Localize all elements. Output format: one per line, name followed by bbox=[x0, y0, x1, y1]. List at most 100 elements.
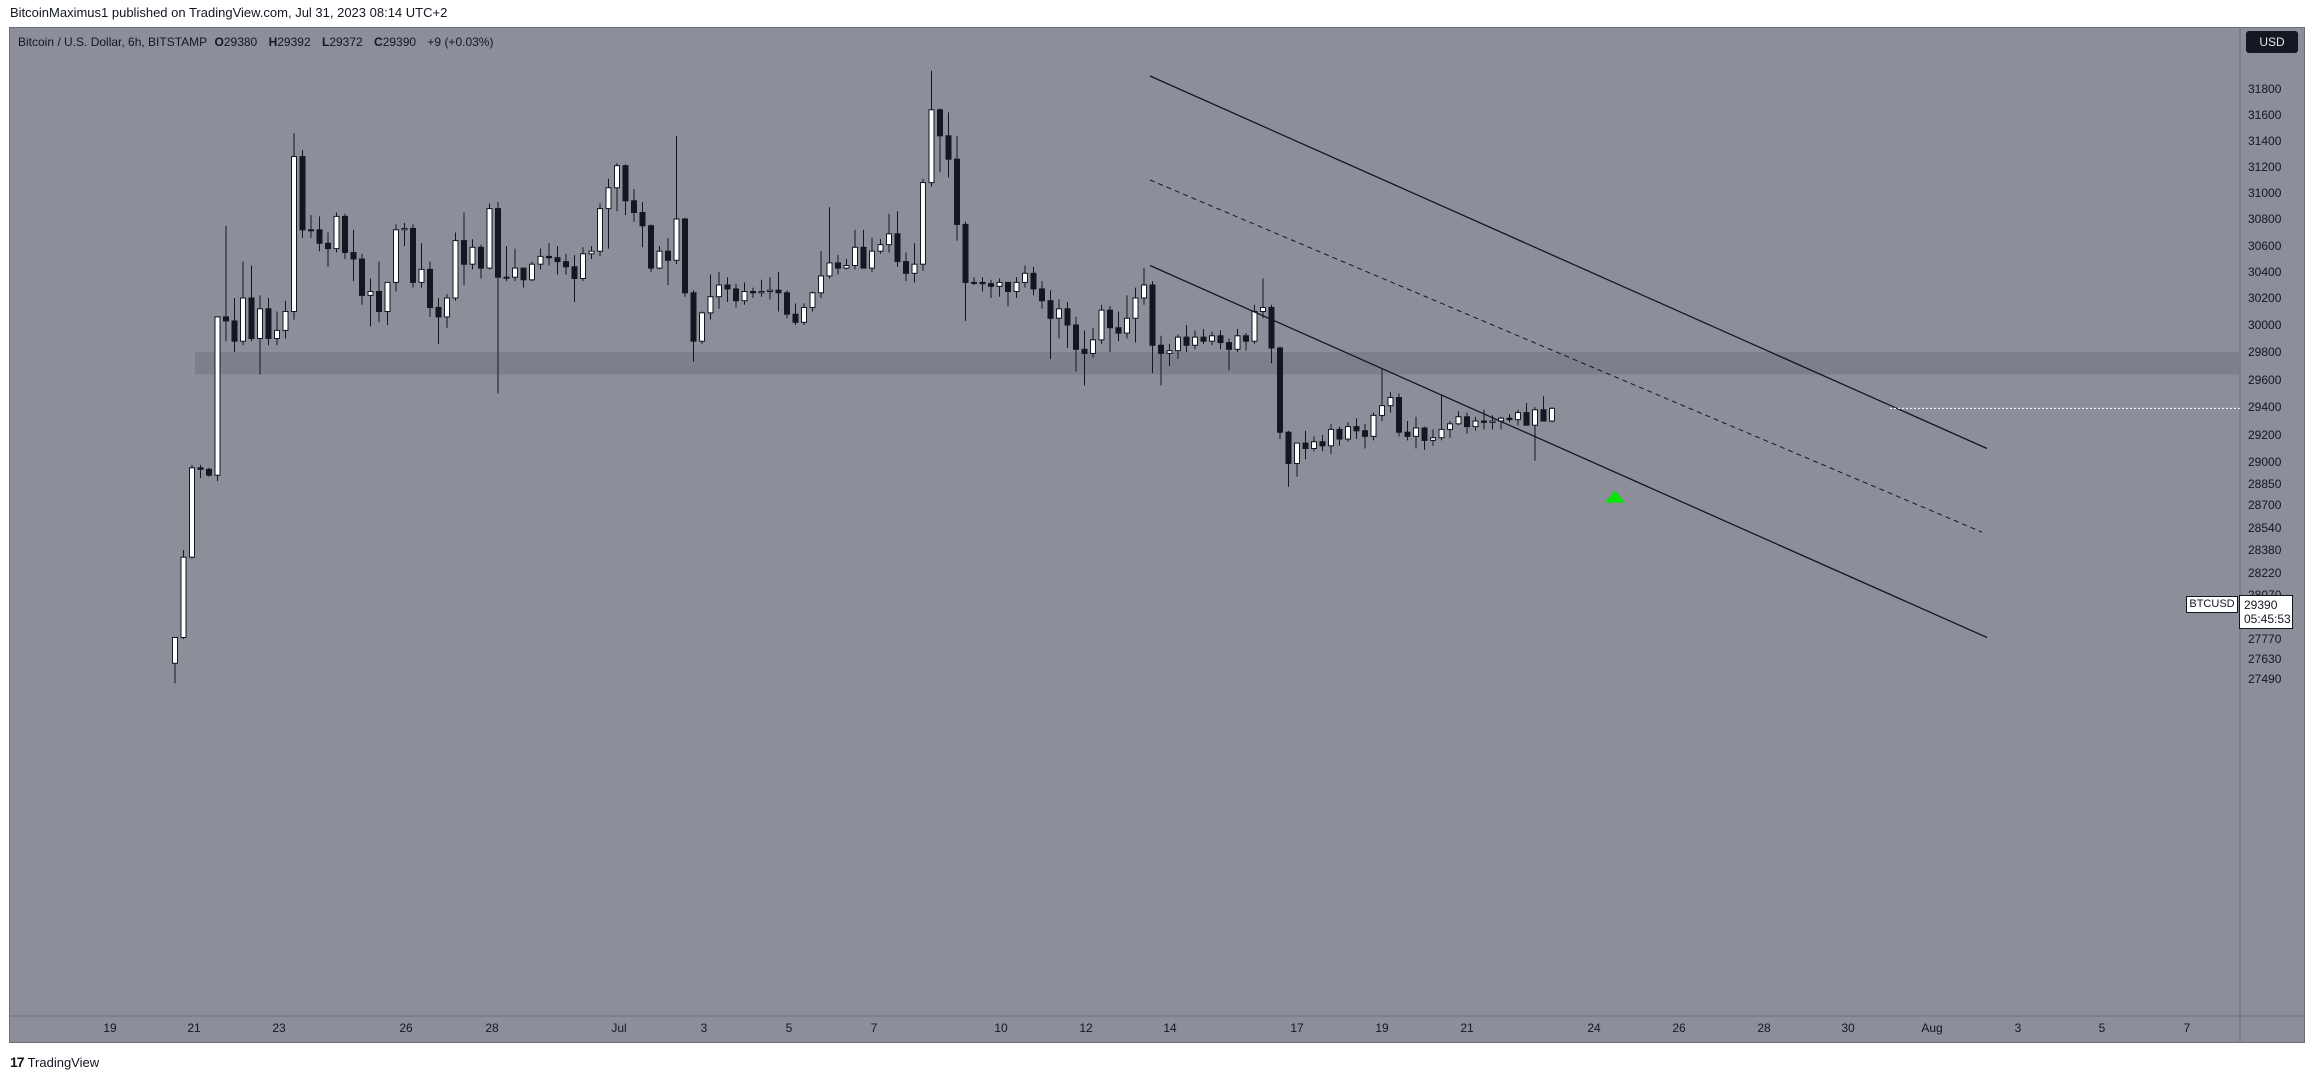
candle-down bbox=[750, 291, 756, 294]
candle-up bbox=[843, 265, 850, 269]
candle-up bbox=[418, 268, 425, 283]
price-tick-label: 29200 bbox=[2248, 428, 2282, 442]
time-tick-label: 19 bbox=[103, 1021, 117, 1035]
time-tick-label: 3 bbox=[2015, 1021, 2022, 1035]
candle-up bbox=[1387, 397, 1394, 407]
candle-down bbox=[435, 306, 442, 318]
price-tick-label: 31000 bbox=[2248, 186, 2282, 200]
candle-down bbox=[648, 225, 654, 269]
candle-up bbox=[580, 253, 586, 280]
candle-down bbox=[1047, 300, 1054, 319]
candle-down bbox=[410, 227, 416, 283]
ohlc-close-label: C bbox=[374, 35, 383, 49]
candle-up bbox=[1455, 416, 1462, 425]
tradingview-brand: TradingView bbox=[27, 1054, 100, 1070]
ohlc-high-label: H bbox=[268, 35, 278, 49]
candle-down bbox=[461, 240, 467, 265]
candle-up bbox=[911, 263, 918, 274]
tradingview-logo[interactable]: 17 TradingView bbox=[10, 1054, 99, 1070]
candle-down bbox=[554, 257, 561, 263]
time-tick-label: Aug bbox=[1921, 1021, 1942, 1035]
candle-up bbox=[886, 233, 892, 246]
candle-up bbox=[469, 246, 476, 265]
currency-button[interactable]: USD bbox=[2246, 31, 2298, 53]
price-tick-label: 28700 bbox=[2248, 498, 2282, 512]
candle-down bbox=[520, 267, 527, 281]
candle-down bbox=[860, 246, 867, 269]
candle-down bbox=[325, 242, 331, 250]
ohlc-low: L29372 bbox=[322, 35, 367, 49]
time-tick-label: 12 bbox=[1079, 1021, 1093, 1035]
time-tick-label: 28 bbox=[1757, 1021, 1771, 1035]
candle-down bbox=[265, 308, 272, 339]
time-tick-label: Jul bbox=[611, 1021, 626, 1035]
time-tick-label: 3 bbox=[701, 1021, 708, 1035]
candle-down bbox=[1396, 397, 1402, 433]
candle-up bbox=[1013, 281, 1020, 292]
price-tick-label: 29600 bbox=[2248, 373, 2282, 387]
candle-up bbox=[1175, 336, 1181, 352]
candle-up bbox=[1141, 284, 1147, 299]
candle-up bbox=[707, 296, 714, 314]
candle-down bbox=[359, 258, 365, 296]
candle-up bbox=[1345, 426, 1351, 440]
candle-up bbox=[1549, 407, 1555, 422]
candle-down bbox=[1226, 342, 1232, 350]
candle-down bbox=[206, 468, 212, 476]
candle-up bbox=[1430, 437, 1436, 441]
publish-info: BitcoinMaximus1 published on TradingView… bbox=[10, 5, 448, 20]
candle-up bbox=[673, 218, 680, 261]
time-tick-label: 23 bbox=[272, 1021, 286, 1035]
candle-down bbox=[665, 250, 671, 261]
candle-down bbox=[1005, 281, 1011, 292]
candle-down bbox=[1506, 417, 1513, 421]
candle-up bbox=[401, 227, 408, 231]
candle-down bbox=[1149, 284, 1156, 346]
candle-up bbox=[971, 281, 977, 284]
time-tick-label: 21 bbox=[187, 1021, 201, 1035]
candle-down bbox=[1523, 412, 1530, 426]
candle-up bbox=[1022, 272, 1028, 283]
candle-up bbox=[452, 240, 459, 299]
candle-up bbox=[869, 250, 875, 269]
price-tick-label: 30000 bbox=[2248, 318, 2282, 332]
candle-down bbox=[316, 229, 323, 244]
candle-up bbox=[1447, 423, 1453, 430]
candle-up bbox=[1132, 297, 1139, 319]
candle-down bbox=[945, 135, 952, 160]
ohlc-high: H29392 bbox=[269, 35, 315, 49]
support-zone bbox=[195, 352, 2240, 375]
candle-down bbox=[903, 261, 909, 274]
candle-up bbox=[257, 308, 263, 339]
chart-frame[interactable] bbox=[9, 27, 2305, 1043]
candle-up bbox=[809, 292, 816, 308]
candle-up bbox=[741, 291, 748, 302]
candle-down bbox=[1268, 306, 1275, 349]
candle-down bbox=[1081, 348, 1088, 354]
candle-down bbox=[1481, 420, 1487, 423]
price-tick-label: 27490 bbox=[2248, 672, 2282, 686]
candle-down bbox=[1540, 409, 1547, 422]
time-tick-label: 28 bbox=[485, 1021, 499, 1035]
candle-up bbox=[920, 182, 926, 265]
candle-up bbox=[852, 246, 858, 267]
time-tick-label: 26 bbox=[1672, 1021, 1686, 1035]
candle-down bbox=[1404, 431, 1411, 437]
candle-down bbox=[937, 109, 943, 137]
candle-up bbox=[1209, 335, 1215, 342]
candle-up bbox=[996, 281, 1003, 287]
candle-down bbox=[1353, 426, 1360, 432]
ohlc-close-value: 29390 bbox=[382, 35, 417, 49]
price-tick-label: 29000 bbox=[2248, 455, 2282, 469]
candle-up bbox=[716, 284, 722, 298]
candle-up bbox=[1166, 350, 1173, 354]
candle-down bbox=[1030, 272, 1037, 290]
candle-up bbox=[1438, 428, 1445, 439]
price-tick-label: 31800 bbox=[2248, 82, 2282, 96]
candle-down bbox=[639, 212, 646, 227]
candle-up bbox=[291, 156, 297, 312]
candle-down bbox=[563, 261, 569, 268]
time-tick-label: 19 bbox=[1375, 1021, 1389, 1035]
candle-down bbox=[631, 200, 637, 214]
